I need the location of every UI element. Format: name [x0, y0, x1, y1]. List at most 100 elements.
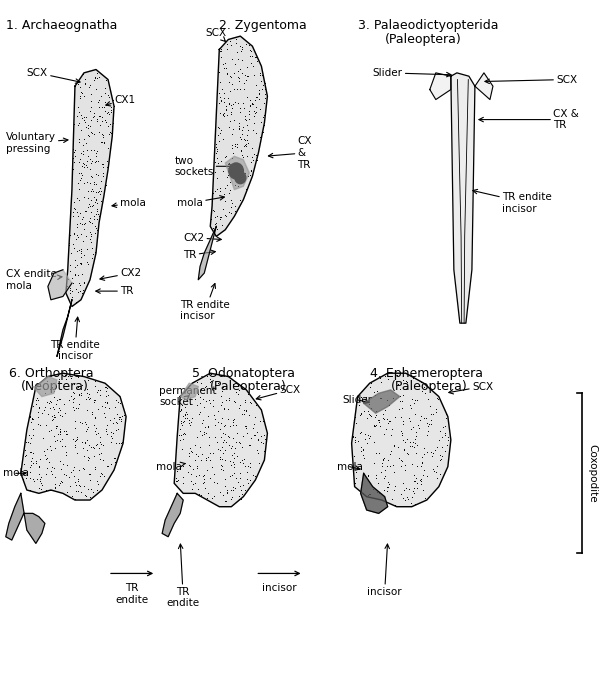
Point	[384, 416, 394, 427]
Polygon shape	[451, 73, 475, 323]
Point	[78, 145, 88, 156]
Circle shape	[229, 163, 243, 179]
Point	[47, 469, 57, 480]
Point	[226, 202, 236, 213]
Point	[396, 489, 405, 499]
Point	[70, 439, 80, 450]
Point	[364, 409, 374, 419]
Point	[219, 435, 229, 446]
Point	[231, 386, 240, 397]
Polygon shape	[351, 374, 451, 507]
Point	[75, 285, 84, 296]
Point	[56, 425, 66, 436]
Point	[87, 183, 97, 194]
Point	[251, 92, 260, 102]
Point	[79, 464, 89, 475]
Point	[371, 448, 381, 459]
Point	[244, 108, 254, 119]
Point	[382, 413, 392, 424]
Point	[203, 488, 213, 499]
Point	[369, 386, 379, 397]
Point	[98, 455, 108, 466]
Point	[88, 486, 98, 497]
Point	[104, 403, 114, 414]
Point	[96, 137, 106, 147]
Point	[66, 260, 75, 271]
Point	[69, 227, 78, 238]
Point	[118, 411, 127, 422]
Point	[86, 474, 95, 485]
Point	[231, 437, 241, 448]
Point	[69, 197, 79, 208]
Point	[249, 110, 259, 121]
Point	[70, 151, 80, 162]
Point	[92, 179, 101, 190]
Point	[224, 157, 234, 168]
Text: TR
endite: TR endite	[167, 544, 200, 608]
Point	[221, 394, 231, 405]
Point	[410, 397, 419, 408]
Point	[260, 92, 270, 103]
Point	[396, 455, 406, 466]
Point	[409, 441, 419, 452]
Point	[93, 170, 103, 180]
Point	[94, 443, 104, 454]
Point	[200, 470, 209, 481]
Point	[356, 407, 366, 418]
Point	[203, 464, 212, 475]
Point	[239, 103, 249, 114]
Point	[100, 412, 109, 423]
Point	[220, 57, 230, 68]
Point	[90, 111, 100, 122]
Point	[70, 254, 80, 265]
Point	[356, 409, 365, 420]
Point	[76, 258, 86, 269]
Point	[370, 421, 380, 432]
Point	[72, 448, 82, 459]
Point	[79, 219, 89, 229]
Point	[101, 391, 110, 402]
Point	[228, 457, 238, 468]
Point	[435, 469, 445, 480]
Point	[53, 429, 63, 440]
Point	[66, 372, 75, 383]
Point	[208, 188, 218, 199]
Point	[106, 105, 116, 116]
Point	[72, 192, 81, 203]
Point	[101, 180, 110, 190]
Point	[180, 402, 190, 413]
Point	[85, 178, 95, 188]
Point	[235, 63, 245, 74]
Point	[359, 452, 369, 463]
Point	[440, 446, 450, 457]
Text: incisor: incisor	[262, 583, 297, 594]
Point	[239, 454, 249, 464]
Point	[172, 476, 182, 487]
Point	[184, 418, 194, 429]
Point	[379, 485, 388, 496]
Point	[66, 248, 75, 258]
Point	[60, 369, 70, 380]
Point	[216, 44, 226, 55]
Point	[75, 184, 84, 194]
Point	[222, 104, 231, 114]
Point	[92, 68, 102, 79]
Point	[396, 395, 405, 406]
Point	[373, 386, 382, 396]
Point	[89, 420, 98, 431]
Point	[64, 240, 74, 250]
Point	[249, 107, 259, 118]
Point	[76, 110, 86, 121]
Point	[195, 488, 205, 499]
Point	[370, 412, 380, 423]
Point	[419, 465, 429, 476]
Point	[90, 197, 100, 208]
Point	[226, 443, 236, 454]
Point	[185, 415, 194, 425]
Point	[228, 417, 238, 427]
Point	[73, 270, 83, 281]
Point	[76, 86, 86, 97]
Point	[84, 483, 93, 494]
Point	[177, 429, 186, 440]
Point	[384, 418, 393, 429]
